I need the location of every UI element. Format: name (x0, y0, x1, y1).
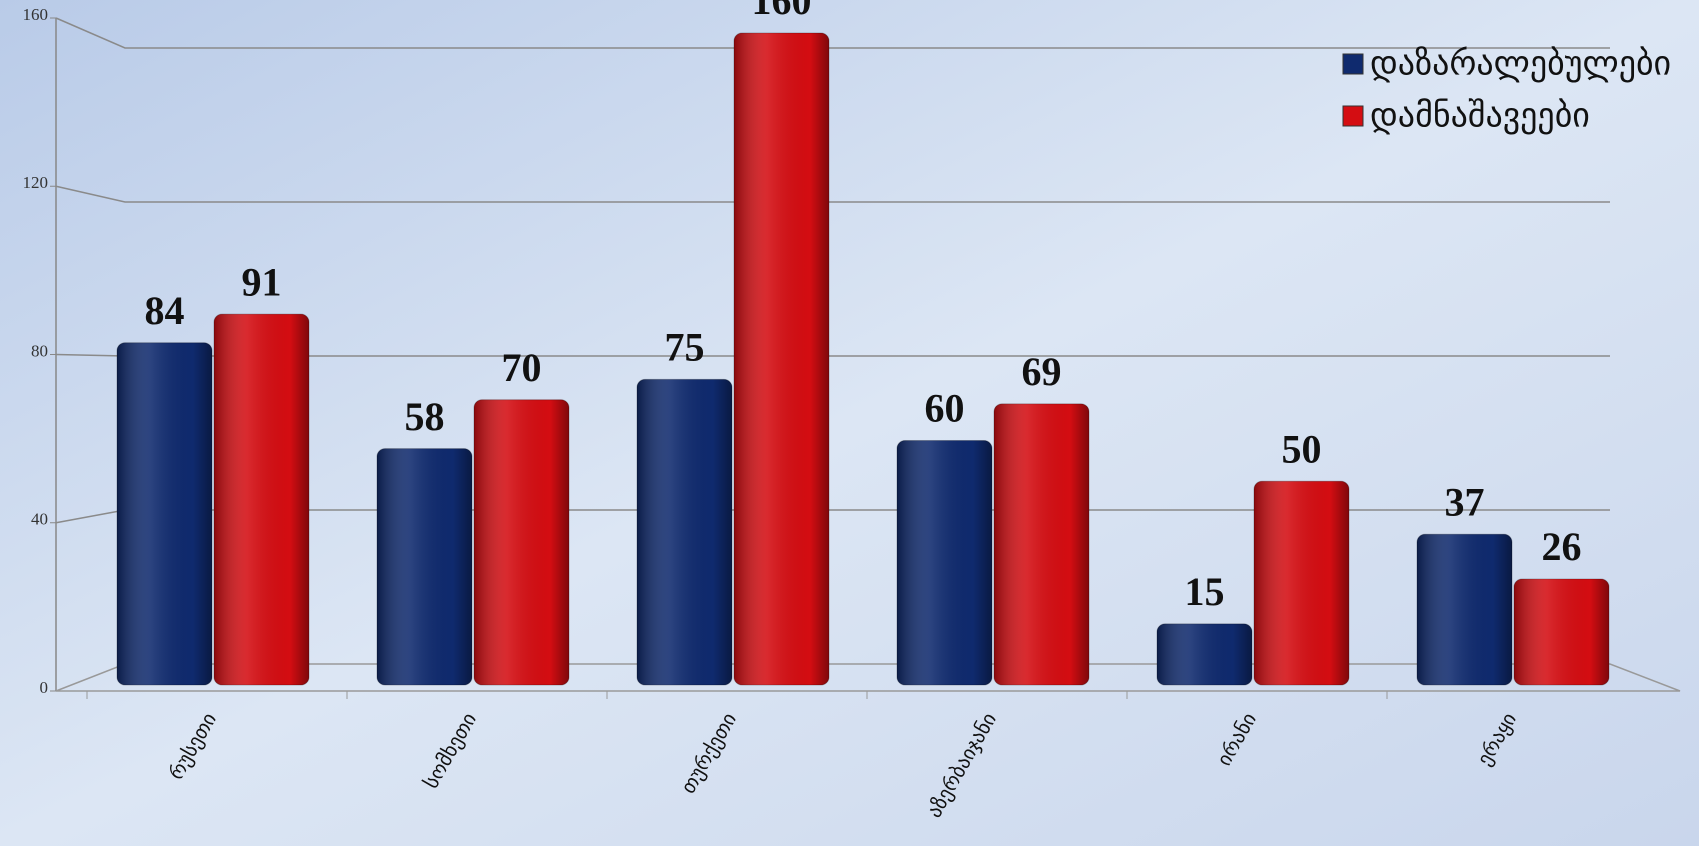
bar (1253, 480, 1350, 686)
value-label: 15 (1185, 569, 1225, 614)
y-tick-label: 0 (40, 678, 49, 697)
bar (1156, 623, 1253, 686)
bar (636, 378, 733, 686)
floor (55, 663, 1681, 692)
legend-swatch (1342, 105, 1364, 127)
legend-swatch (1342, 53, 1364, 75)
y-tick-label: 80 (31, 341, 48, 360)
bar (376, 448, 473, 686)
grid-line (55, 185, 1610, 203)
legend-label: დაზარალებულები (1370, 44, 1671, 84)
bar (993, 403, 1090, 686)
value-label: 58 (405, 394, 445, 439)
bar (213, 313, 310, 686)
grid-line (55, 17, 1610, 49)
bar (116, 342, 213, 686)
bar (896, 440, 993, 686)
value-label: 69 (1022, 349, 1062, 394)
value-label: 70 (502, 345, 542, 390)
value-label: 75 (665, 325, 705, 370)
bar (1416, 533, 1513, 686)
value-label: 160 (752, 0, 812, 23)
y-tick-label: 120 (23, 173, 49, 192)
value-label: 60 (925, 386, 965, 431)
value-label: 50 (1282, 426, 1322, 471)
bar (473, 399, 570, 686)
bar (1513, 578, 1610, 686)
bar (733, 32, 830, 686)
legend-label: დამნაშავეები (1370, 96, 1590, 136)
value-label: 26 (1542, 524, 1582, 569)
value-label: 37 (1445, 479, 1485, 524)
y-tick-label: 40 (31, 510, 48, 529)
value-label: 84 (145, 288, 185, 333)
value-label: 91 (242, 259, 282, 304)
y-tick-label: 160 (23, 5, 49, 24)
